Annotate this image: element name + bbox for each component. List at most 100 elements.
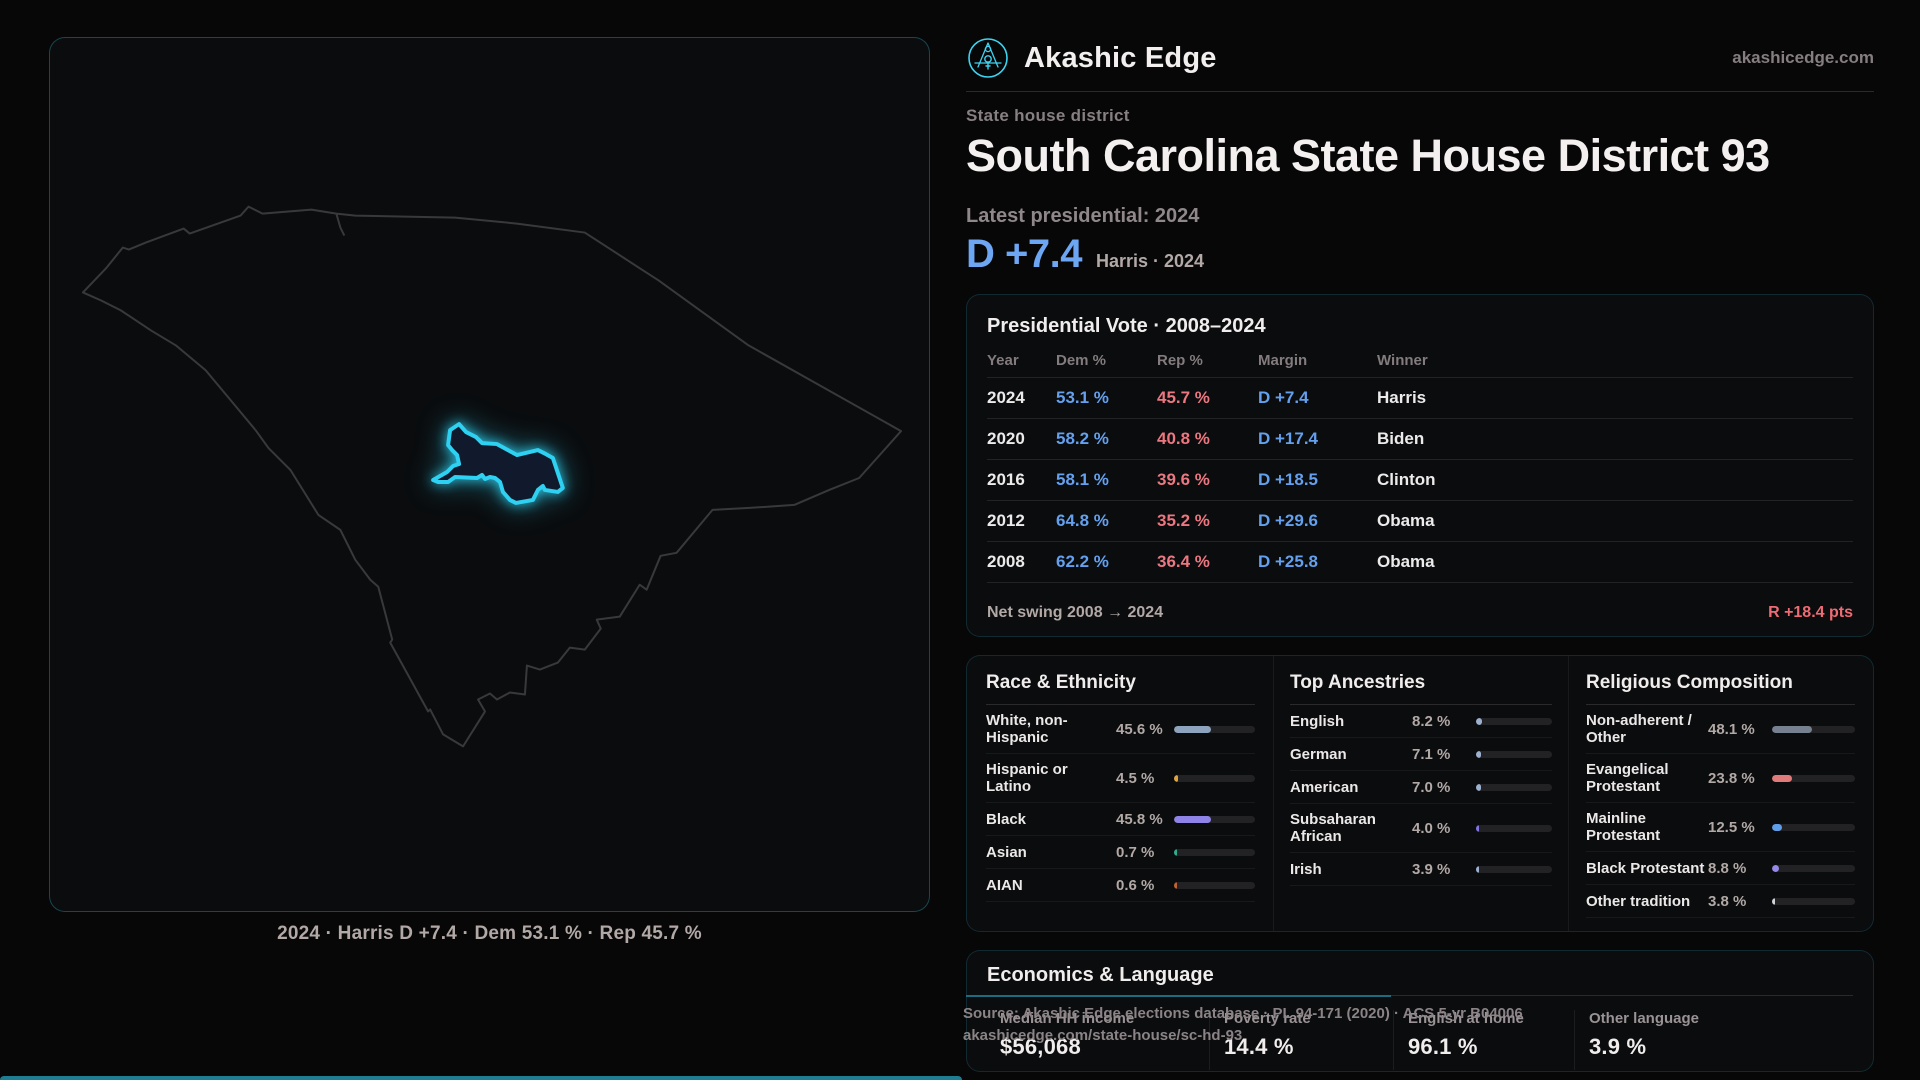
demo-label: Evangelical Protestant [1586,761,1669,795]
demo-bar-fill [1476,750,1482,758]
demo-bar-track [1476,717,1552,725]
year-cell: 2008 [987,552,1025,571]
demo-label: German [1290,745,1347,763]
col-rep: Rep % [1157,352,1203,369]
demo-label: Hispanic or Latino [986,761,1068,795]
stat-value: 3.9 % [1589,1034,1647,1059]
net-swing-row: Net swing 2008 → 2024 R +18.4 pts [987,583,1853,643]
sc-state-outline [81,205,903,748]
margin-cell: D +18.5 [1258,470,1319,489]
year-cell: 2012 [987,511,1025,530]
source-permalink[interactable]: akashicedge.com/state-house/sc-hd-93 [963,1027,1243,1044]
demo-value: 8.8 % [1708,859,1747,877]
race-title: Race & Ethnicity [986,672,1255,705]
demo-bar-fill [1174,725,1211,733]
demo-value: 3.9 % [1412,860,1451,878]
net-swing-label: Net swing 2008 → 2024 [987,604,1164,621]
table-row: 2016 58.1 % 39.6 % D +18.5 Clinton [987,460,1853,501]
race-ethnicity-column: Race & Ethnicity White, non-Hispanic 45.… [967,656,1273,931]
header-divider [966,91,1874,92]
brand-name[interactable]: Akashic Edge [1024,41,1217,74]
margin-cell: D +7.4 [1258,388,1309,407]
demo-label: Black Protestant [1586,859,1705,877]
demo-label: Subsaharan African [1290,811,1376,845]
demo-label: Asian [986,843,1027,861]
demo-label: Black [986,810,1027,828]
year-cell: 2016 [987,470,1025,489]
demo-row: Evangelical Protestant 23.8 % [1586,754,1855,803]
year-cell: 2020 [987,429,1025,448]
margin-cell: D +17.4 [1258,429,1319,448]
demo-bar-track [1476,750,1552,758]
demo-bar-fill [1772,774,1792,782]
demo-row: Asian 0.7 % [986,836,1255,869]
demo-bar-track [1174,774,1255,782]
table-row: 2024 53.1 % 45.7 % D +7.4 Harris [987,378,1853,419]
demo-bar-fill [1174,815,1212,823]
rep-cell: 36.4 % [1157,552,1210,571]
source-line: Source: Akashic Edge elections database … [963,1005,1523,1022]
winner-cell: Obama [1377,552,1435,571]
religion-title: Religious Composition [1586,672,1855,705]
demo-bar-fill [1476,865,1479,873]
demo-row: Irish 3.9 % [1290,853,1552,886]
demo-value: 7.1 % [1412,745,1451,763]
economics-panel: Economics & Language Median HH income $5… [966,950,1874,1072]
demo-bar-fill [1174,848,1177,856]
demo-bar-fill [1174,774,1178,782]
rep-cell: 45.7 % [1157,388,1210,407]
col-margin: Margin [1258,352,1308,369]
dem-cell: 58.1 % [1056,470,1109,489]
demo-bar-track [1772,725,1855,733]
dem-cell: 58.2 % [1056,429,1109,448]
ancestries-column: Top Ancestries English 8.2 % German 7.1 … [1273,656,1568,931]
demo-bar-fill [1772,823,1783,831]
winner-cell: Biden [1377,429,1425,448]
stat-label: English at home [1408,1010,1524,1027]
net-swing-value: R +18.4 pts [1768,604,1853,621]
demo-label: AIAN [986,876,1023,894]
district-map-panel[interactable] [49,37,930,912]
col-year: Year [987,352,1019,369]
demo-row: Black Protestant 8.8 % [1586,852,1855,885]
demo-value: 45.8 % [1116,810,1163,828]
demo-value: 7.0 % [1412,778,1451,796]
winner-cell: Harris [1377,388,1427,407]
col-dem: Dem % [1056,352,1107,369]
latest-presidential-label: Latest presidential: 2024 [966,205,1200,227]
demo-label: English [1290,712,1345,730]
demo-value: 12.5 % [1708,818,1755,836]
district-type-kicker: State house district [966,106,1130,125]
demo-row: Black 45.8 % [986,803,1255,836]
demo-bar-fill [1772,897,1776,905]
dem-cell: 53.1 % [1056,388,1109,407]
demo-value: 23.8 % [1708,769,1755,787]
economics-title-underline [987,995,1853,996]
demo-row: Other tradition 3.8 % [1586,885,1855,918]
demo-row: Mainline Protestant 12.5 % [1586,803,1855,852]
stat-label: Poverty rate [1224,1010,1311,1027]
site-domain-link[interactable]: akashicedge.com [1732,48,1874,67]
demo-value: 4.5 % [1116,769,1155,787]
footer-divider [966,995,1391,997]
district-93-shape[interactable] [431,422,565,505]
demo-bar-track [1174,815,1255,823]
presidential-panel-title: Presidential Vote · 2008–2024 [987,315,1266,337]
year-cell: 2024 [987,388,1025,407]
sc-border-stub [335,213,346,236]
dem-cell: 62.2 % [1056,552,1109,571]
demo-row: AIAN 0.6 % [986,869,1255,902]
map-caption: 2024 · Harris D +7.4 · Dem 53.1 % · Rep … [277,923,702,944]
source-footer: Source: Akashic Edge elections database … [963,995,1583,1047]
demo-value: 8.2 % [1412,712,1451,730]
demo-bar-fill [1772,725,1812,733]
table-row: 2008 62.2 % 36.4 % D +25.8 Obama [987,542,1853,583]
demo-label: Irish [1290,860,1322,878]
akashic-edge-logo-icon[interactable] [966,36,1010,80]
economics-stats-row: Median HH income $56,068 Poverty rate 14… [987,1010,1853,1070]
stat-cell: Other language 3.9 % [1574,1010,1855,1070]
demo-bar-fill [1476,824,1480,832]
demo-bar-track [1174,848,1255,856]
demo-value: 0.6 % [1116,876,1155,894]
demo-bar-track [1476,865,1552,873]
